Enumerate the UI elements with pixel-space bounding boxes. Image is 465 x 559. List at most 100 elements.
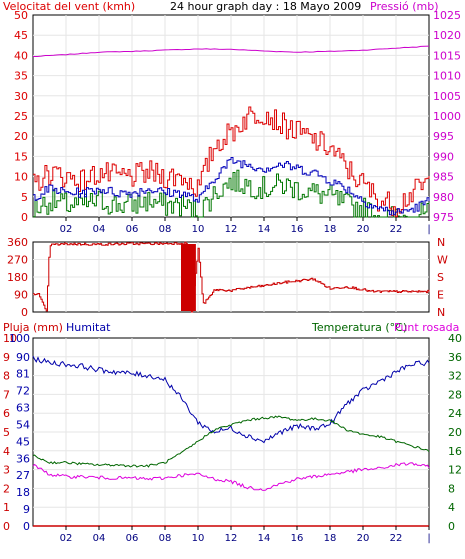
direction-tick-label: 270 xyxy=(7,254,28,267)
rain-tick-label: 0 xyxy=(3,520,10,533)
dewpoint-axis-title: Punt rosada xyxy=(394,321,459,334)
hour-tick-label: 04 xyxy=(93,224,106,235)
humidity-tick-label: 63 xyxy=(16,402,30,415)
pressure-tick-label: 980 xyxy=(433,191,454,204)
humidity-tick-label: 90 xyxy=(16,351,30,364)
direction-tick-label: 90 xyxy=(14,289,28,302)
humidity-tick-label: 54 xyxy=(16,418,30,431)
temperature-axis-title: Temperatura (°C) xyxy=(311,321,407,334)
hour-tick-label: 12 xyxy=(225,533,238,544)
hour-tick-label: | xyxy=(427,533,430,544)
rain-tick-label: 10 xyxy=(3,332,17,345)
temperature-tick-label: 16 xyxy=(448,445,462,458)
direction-variable-burst xyxy=(181,243,196,312)
pressure-axis-ticks: 975 980 985 990 995 1000 1005 1010 1015 1020 1025 xyxy=(433,9,461,224)
compass-label: N xyxy=(437,236,445,249)
wind-series-group xyxy=(33,45,430,218)
wind-tick-label: 30 xyxy=(14,90,28,103)
compass-label: W xyxy=(437,254,448,267)
humidity-hour-ticks: 02 04 06 08 10 12 14 16 18 20 22 | xyxy=(60,526,431,544)
compass-label: S xyxy=(437,271,444,284)
humidity-axis-ticks: 0 9 18 27 36 45 54 63 72 81 90 100 xyxy=(9,332,30,533)
direction-series-group xyxy=(33,241,430,313)
hour-tick-label: 10 xyxy=(192,533,205,544)
wind-tick-label: 20 xyxy=(14,130,28,143)
direction-tick-label: 360 xyxy=(7,236,28,249)
humidity-plot-grid xyxy=(33,338,429,526)
temperature-tick-label: 4 xyxy=(448,501,455,514)
hour-tick-label: 18 xyxy=(324,224,337,235)
wind-tick-label: 40 xyxy=(14,49,28,62)
hour-tick-label: 04 xyxy=(93,533,106,544)
humidity-tick-label: 45 xyxy=(16,435,30,448)
temperature-tick-label: 28 xyxy=(448,388,462,401)
wind-plot-grid xyxy=(33,15,429,217)
wind-tick-label: 10 xyxy=(14,171,28,184)
hour-tick-label: | xyxy=(427,224,430,235)
pressure-series-line xyxy=(33,45,430,57)
hour-tick-label: 22 xyxy=(390,224,403,235)
humidity-series-line xyxy=(32,355,430,444)
humidity-tick-label: 0 xyxy=(23,520,30,533)
humidity-axis-title: Humitat xyxy=(66,321,111,334)
hour-tick-label: 14 xyxy=(258,533,271,544)
direction-plot-grid xyxy=(33,242,429,312)
wind-gust-series-line xyxy=(33,106,430,218)
rain-tick-label: 1 xyxy=(3,501,10,514)
pressure-tick-label: 1000 xyxy=(433,110,461,123)
hour-tick-label: 12 xyxy=(225,224,238,235)
humidity-tick-label: 27 xyxy=(16,469,30,482)
wind-min-series-line xyxy=(33,169,430,218)
humidity-tick-label: 18 xyxy=(16,486,30,499)
hour-tick-label: 02 xyxy=(60,224,73,235)
dewpoint-series-line xyxy=(32,462,430,491)
hour-tick-label: 16 xyxy=(291,533,304,544)
hour-tick-label: 22 xyxy=(390,533,403,544)
temperature-tick-label: 32 xyxy=(448,370,462,383)
hour-tick-label: 06 xyxy=(126,533,139,544)
wind-tick-label: 5 xyxy=(21,191,28,204)
rain-tick-label: 3 xyxy=(3,464,10,477)
temperature-tick-label: 40 xyxy=(448,332,462,345)
rain-axis-ticks: 0 1 2 3 4 5 6 7 8 9 10 xyxy=(3,332,17,533)
hour-tick-label: 16 xyxy=(291,224,304,235)
hour-tick-label: 18 xyxy=(324,533,337,544)
wind-tick-label: 50 xyxy=(14,9,28,22)
pressure-tick-label: 975 xyxy=(433,211,454,224)
direction-series-line xyxy=(33,241,430,313)
direction-tick-label: 0 xyxy=(21,306,28,319)
rain-tick-label: 9 xyxy=(3,351,10,364)
hour-tick-label: 20 xyxy=(357,533,370,544)
hour-tick-label: 02 xyxy=(60,533,73,544)
temperature-tick-label: 12 xyxy=(448,464,462,477)
hour-tick-label: 08 xyxy=(159,533,172,544)
hour-tick-label: 08 xyxy=(159,224,172,235)
pressure-tick-label: 1005 xyxy=(433,90,461,103)
humidity-tick-label: 72 xyxy=(16,385,30,398)
pressure-axis-title: Pressió (mb) xyxy=(370,0,439,13)
rain-axis-title: Pluja (mm) xyxy=(3,321,63,334)
direction-tick-label: 180 xyxy=(7,271,28,284)
wind-tick-label: 45 xyxy=(14,29,28,42)
hour-tick-label: 06 xyxy=(126,224,139,235)
direction-axis-ticks: 0 90 180 270 360 xyxy=(7,236,28,319)
temperature-series-line xyxy=(32,415,430,468)
wind-tick-label: 35 xyxy=(14,70,28,83)
wind-tick-label: 0 xyxy=(21,211,28,224)
pressure-tick-label: 1020 xyxy=(433,29,461,42)
graph-title: 24 hour graph day : 18 Mayo 2009 xyxy=(170,0,361,13)
pressure-tick-label: 985 xyxy=(433,171,454,184)
rain-tick-label: 7 xyxy=(3,388,10,401)
pressure-tick-label: 990 xyxy=(433,150,454,163)
wind-axis-ticks: 0 5 10 15 20 25 30 35 40 45 50 xyxy=(14,9,28,224)
pressure-tick-label: 1015 xyxy=(433,49,461,62)
rain-tick-label: 5 xyxy=(3,426,10,439)
humidity-tick-label: 9 xyxy=(23,503,30,516)
rain-tick-label: 2 xyxy=(3,482,10,495)
compass-label: E xyxy=(437,289,444,302)
temperature-axis-ticks: 0 4 8 12 16 20 24 28 32 36 40 xyxy=(448,332,462,533)
compass-label: N xyxy=(437,306,445,319)
hour-tick-label: 10 xyxy=(192,224,205,235)
